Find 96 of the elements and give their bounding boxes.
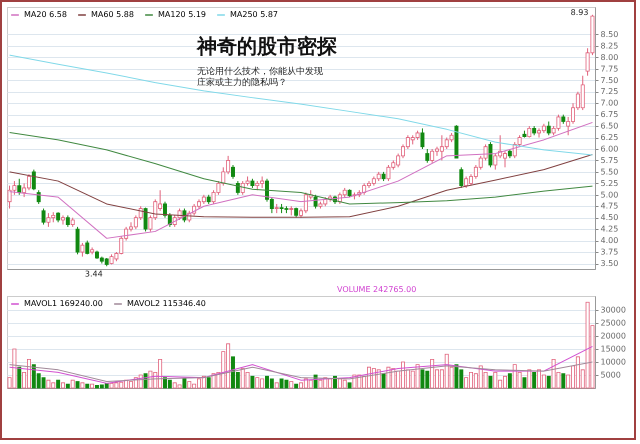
y-tick-label: 4.75 <box>600 202 618 211</box>
bar <box>250 376 254 388</box>
bar <box>382 373 386 388</box>
line-series <box>9 122 593 239</box>
line-series <box>9 132 593 204</box>
chart-title: VOLUME 242765.00 <box>337 285 416 294</box>
y-tick-label: 30000 <box>600 306 626 315</box>
bar <box>294 384 298 388</box>
y-tick-label: 15000 <box>600 344 626 354</box>
y-tick-label: 4.00 <box>600 236 618 246</box>
line-series <box>9 362 593 382</box>
candlestick <box>508 148 512 159</box>
bar <box>488 376 492 388</box>
legend-label: MA60 5.88 <box>91 10 134 19</box>
bar <box>527 369 532 388</box>
candlestick <box>32 169 36 191</box>
annotation: 3.44 <box>84 269 103 278</box>
candlestick <box>236 180 240 196</box>
candlestick <box>561 114 566 124</box>
y-tick-label: 5.50 <box>600 167 618 176</box>
legend-label: MAVOL1 169240.00 <box>24 299 103 308</box>
y-tick-label: 5.00 <box>600 190 618 200</box>
y-tick-label: 7.25 <box>600 87 618 96</box>
bar <box>508 373 512 388</box>
y-tick-label: 25000 <box>600 318 626 328</box>
bar <box>206 377 211 388</box>
line-series <box>9 54 593 156</box>
y-tick-label: 7.00 <box>600 98 618 108</box>
bar <box>532 372 536 388</box>
text: 神奇的股市密探 <box>196 34 337 58</box>
bar <box>61 382 65 388</box>
candlestick <box>289 206 294 216</box>
bar <box>561 373 566 388</box>
candlestick <box>231 164 235 180</box>
bar <box>80 382 84 388</box>
y-tick-label: 7.50 <box>600 76 618 85</box>
candlestick <box>382 171 386 182</box>
bar <box>85 384 90 388</box>
bar <box>70 380 75 388</box>
y-tick-label: 10000 <box>600 358 626 367</box>
y-tick-label: 6.75 <box>600 110 618 120</box>
candlestick <box>425 148 430 164</box>
bar <box>90 384 94 388</box>
candlestick <box>206 194 211 204</box>
y-tick-label: 8.00 <box>600 52 618 62</box>
candlestick <box>420 128 424 150</box>
candlestick <box>70 217 75 228</box>
bar <box>348 382 352 388</box>
annotation: 8.93 <box>570 8 588 17</box>
candlestick <box>56 212 60 223</box>
candlestick <box>459 166 464 188</box>
y-tick-label: 3.75 <box>600 248 618 257</box>
line-series <box>9 346 593 384</box>
candlestick <box>42 208 46 226</box>
candlestick <box>250 178 254 188</box>
candlestick <box>66 214 70 228</box>
y-tick-label: 5.25 <box>600 178 618 188</box>
bar <box>56 380 60 388</box>
legend-label: MAVOL2 115346.40 <box>127 299 206 308</box>
y-tick-label: 20000 <box>600 332 626 341</box>
candlestick <box>488 142 492 168</box>
candlestick <box>527 126 532 138</box>
candlestick <box>314 194 318 210</box>
candlestick <box>36 190 41 204</box>
y-tick-label: 8.50 <box>600 30 618 39</box>
candlestick <box>274 203 279 214</box>
bar <box>76 381 80 388</box>
bar <box>546 376 551 388</box>
y-tick-label: 8.25 <box>600 41 618 50</box>
y-tick-label: 4.50 <box>600 213 618 222</box>
candlestick <box>294 207 298 218</box>
candlestick <box>85 240 90 255</box>
text: 无论用什么技术，你能从中发现庄家或主力的隐私吗？ <box>197 66 323 88</box>
legend-label: MA250 5.87 <box>230 10 278 19</box>
candlestick <box>144 207 148 232</box>
bar <box>274 382 279 388</box>
y-tick-label: 7.75 <box>600 64 618 74</box>
bar <box>522 377 526 388</box>
y-tick-label: 4.25 <box>600 224 618 234</box>
y-tick-label: 6.00 <box>600 144 618 154</box>
y-tick-label: 3.50 <box>600 259 618 268</box>
candlestick <box>546 121 551 136</box>
legend-label: MA120 5.19 <box>158 10 206 19</box>
bar <box>66 384 70 388</box>
candlestick <box>532 126 536 136</box>
line-series <box>9 154 593 218</box>
candlestick <box>61 214 65 226</box>
legend-label: MA20 6.58 <box>24 10 67 19</box>
bar <box>289 381 294 388</box>
y-tick-label: 5000 <box>600 370 621 380</box>
y-tick-label: 5.75 <box>600 156 618 165</box>
candlestick <box>80 242 84 258</box>
y-tick-label: 6.50 <box>600 122 618 131</box>
bar <box>182 378 186 388</box>
y-tick-label: 6.25 <box>600 133 618 142</box>
candlestick <box>76 226 80 255</box>
